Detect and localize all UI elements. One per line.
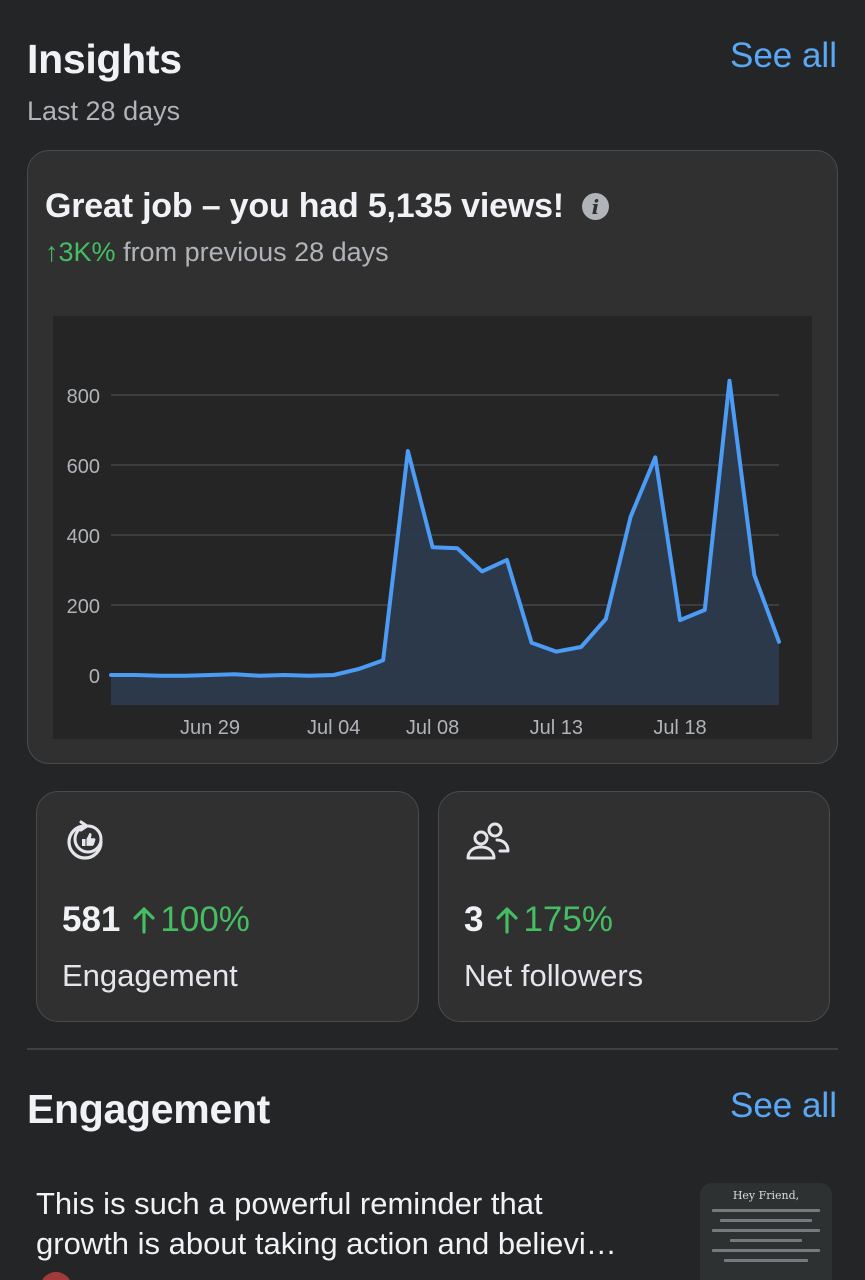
followers-label: Net followers <box>464 958 644 993</box>
section-divider <box>27 1048 838 1050</box>
x-tick-label: Jul 08 <box>406 717 459 739</box>
followers-value-row: 3 175% <box>464 900 613 940</box>
views-headline: Great job – you had 5,135 views! <box>45 187 564 225</box>
engagement-section-header: Engagement See all <box>27 1086 837 1133</box>
engagement-label: Engagement <box>62 958 238 993</box>
y-tick-label: 400 <box>67 526 100 548</box>
x-tick-label: Jun 29 <box>180 717 240 739</box>
thumbnail-title: Hey Friend, <box>732 1189 800 1202</box>
followers-value: 3 <box>464 900 484 939</box>
thumbnail-text-line <box>712 1249 820 1252</box>
people-icon <box>466 822 510 860</box>
views-chart-svg: 800 600 400 200 0 Jun 29 Jul 04 Jul 08 Jul 13 Jul… <box>67 378 781 739</box>
engagement-stat-card[interactable]: 581 100% Engagement <box>36 791 419 1022</box>
like-cycle-icon <box>67 820 103 860</box>
post-preview-line-1: This is such a powerful reminder that <box>36 1186 543 1221</box>
date-range-label: Last 28 days <box>27 96 181 126</box>
x-tick-label: Jul 13 <box>530 717 583 739</box>
thumbnail-text-line <box>730 1239 802 1242</box>
views-chart[interactable]: 800 600 400 200 0 Jun 29 Jul 04 Jul 08 Jul 13 Jul… <box>53 316 812 739</box>
insights-header: Insights See all <box>27 36 837 83</box>
arrow-up-icon <box>133 907 156 934</box>
engagement-section-title: Engagement <box>27 1086 271 1132</box>
y-tick-label: 800 <box>67 386 100 408</box>
y-tick-label: 200 <box>67 596 100 618</box>
arrow-up-icon <box>496 907 519 934</box>
x-tick-label: Jul 18 <box>653 717 706 739</box>
engagement-change-value: 100% <box>160 900 250 939</box>
thumbnail-text-line <box>712 1209 820 1212</box>
engagement-change: 100% <box>132 900 250 940</box>
thumbnail-text-line <box>724 1259 808 1262</box>
views-headline-row: Great job – you had 5,135 views! i <box>45 187 609 226</box>
views-line <box>109 378 781 678</box>
net-followers-stat-card[interactable]: 3 175% Net followers <box>438 791 830 1022</box>
followers-change: 175% <box>495 900 613 940</box>
y-tick-label: 600 <box>67 456 100 478</box>
insights-title: Insights <box>27 36 182 82</box>
views-change-row: ↑3K% from previous 28 days <box>45 237 389 268</box>
followers-change-value: 175% <box>523 900 613 939</box>
thumbnail-text-line <box>720 1219 812 1222</box>
post-preview-text[interactable]: This is such a powerful reminder that gr… <box>36 1184 676 1264</box>
views-area-fill <box>111 380 779 705</box>
views-change-text: from previous 28 days <box>123 237 389 267</box>
engagement-see-all-link[interactable]: See all <box>729 1086 837 1125</box>
post-thumbnail[interactable]: Hey Friend, <box>700 1183 832 1280</box>
engagement-value: 581 <box>62 900 121 939</box>
engagement-value-row: 581 100% <box>62 900 250 940</box>
y-tick-label: 0 <box>89 666 100 688</box>
views-change-value: ↑3K% <box>45 237 116 267</box>
post-preview-line-2: growth is about taking action and believ… <box>36 1226 617 1261</box>
thumbnail-text-line <box>712 1229 820 1232</box>
x-tick-label: Jul 04 <box>307 717 360 739</box>
views-summary-card[interactable]: Great job – you had 5,135 views! i ↑3K% … <box>27 150 838 764</box>
insights-see-all-link[interactable]: See all <box>729 36 837 75</box>
info-icon[interactable]: i <box>581 193 609 220</box>
avatar <box>40 1272 72 1280</box>
